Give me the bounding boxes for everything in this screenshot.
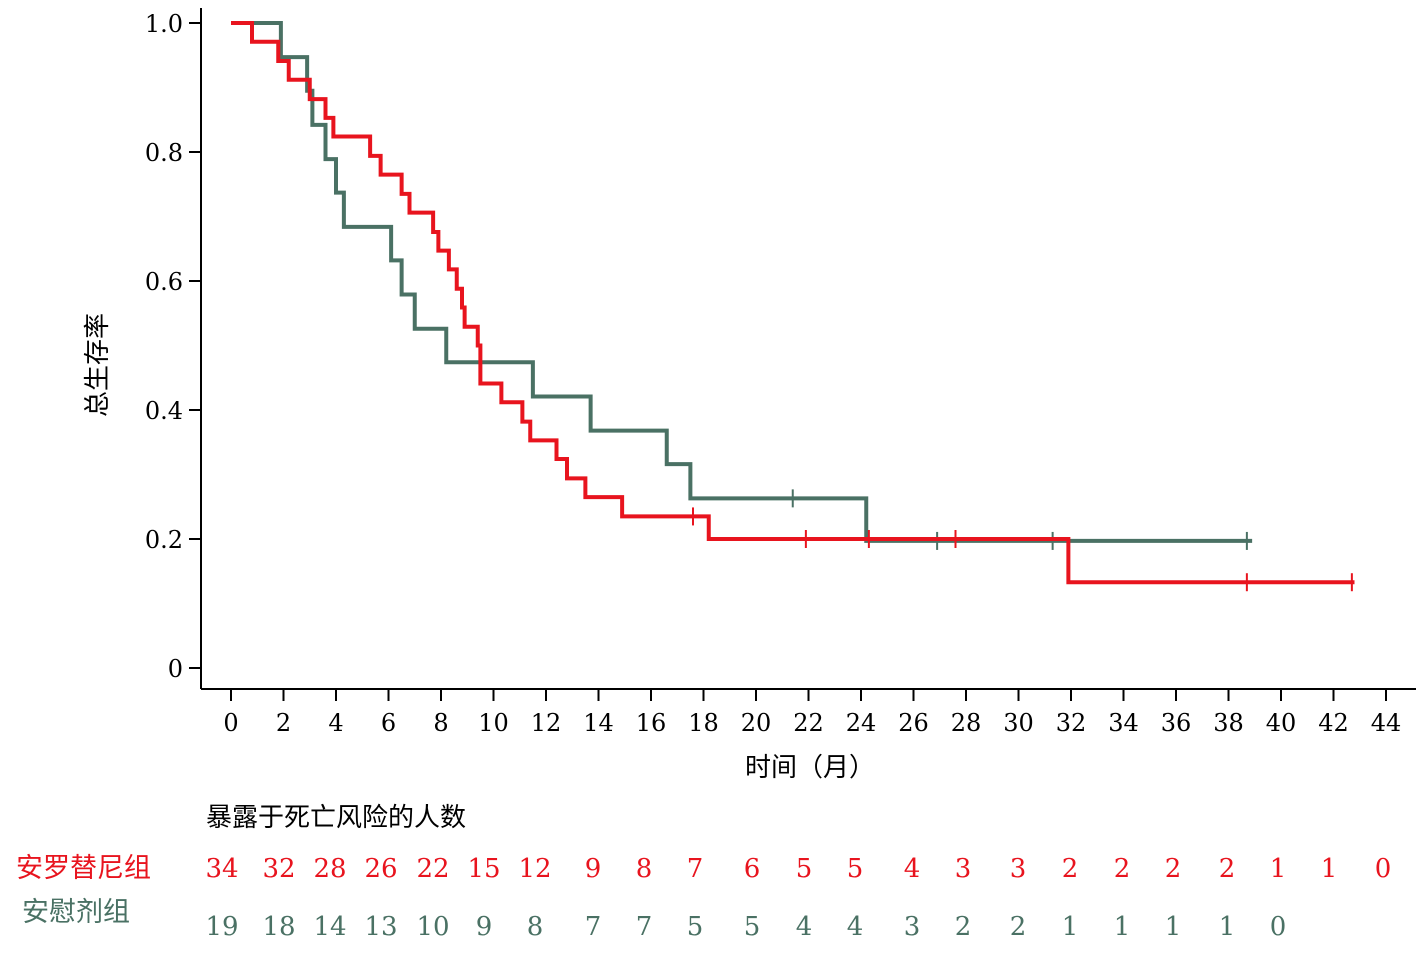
risk-count: 7 (585, 912, 602, 942)
x-tick-label: 44 (1371, 709, 1402, 737)
risk-count: 2 (1165, 854, 1182, 884)
risk-count: 5 (847, 854, 864, 884)
risk-table-title: 暴露于死亡风险的人数 (206, 803, 466, 833)
risk-count: 7 (636, 912, 653, 942)
y-tick-label: 1.0 (145, 10, 183, 38)
risk-count: 8 (527, 912, 544, 942)
x-tick-label: 12 (531, 709, 562, 737)
x-tick-label: 42 (1318, 709, 1349, 737)
x-tick-label: 6 (381, 709, 396, 737)
risk-count: 19 (205, 912, 238, 942)
y-axis-title: 总生存率 (83, 313, 113, 417)
risk-count: 9 (585, 854, 602, 884)
x-tick-label: 0 (223, 709, 238, 737)
risk-group-label: 安罗替尼组 (16, 853, 151, 884)
x-tick-label: 34 (1108, 709, 1139, 737)
x-tick-label: 38 (1213, 709, 1244, 737)
x-tick-label: 4 (328, 709, 343, 737)
risk-count: 0 (1270, 912, 1287, 942)
x-tick-label: 26 (898, 709, 929, 737)
risk-count: 26 (364, 854, 397, 884)
x-tick-label: 36 (1161, 709, 1192, 737)
risk-count: 10 (416, 912, 449, 942)
risk-count: 4 (796, 912, 813, 942)
x-axis-title: 时间（月） (745, 753, 875, 783)
x-tick-label: 24 (846, 709, 877, 737)
risk-count: 12 (518, 854, 551, 884)
risk-count: 3 (955, 854, 972, 884)
x-tick-label: 10 (478, 709, 509, 737)
plot-axes (200, 8, 1416, 690)
y-tick-label: 0.6 (145, 268, 183, 296)
risk-count: 28 (313, 854, 346, 884)
risk-count: 1 (1321, 854, 1338, 884)
risk-count: 2 (955, 912, 972, 942)
x-tick-label: 40 (1266, 709, 1297, 737)
x-tick-label: 8 (433, 709, 448, 737)
y-ticks: 0 0.2 0.4 0.6 0.8 1.0 (145, 10, 201, 683)
series-anlotinib (231, 21, 1355, 592)
risk-count: 0 (1375, 854, 1392, 884)
risk-count: 8 (636, 854, 653, 884)
risk-count: 2 (1010, 912, 1027, 942)
risk-count: 2 (1219, 854, 1236, 884)
risk-count: 6 (744, 854, 761, 884)
risk-row-placebo: 安慰剂组 19 18 14 13 10 9 8 7 7 5 5 4 4 3 2 2 1 1 1 1 0 (22, 897, 1286, 942)
risk-count: 5 (744, 912, 761, 942)
risk-count: 32 (262, 854, 295, 884)
risk-count: 4 (904, 854, 921, 884)
x-ticks: 0 2 4 6 8 10 12 14 16 18 20 22 24 26 28 30 32 34 36 38 40 42 4… (223, 689, 1401, 737)
risk-count: 5 (796, 854, 813, 884)
y-tick-label: 0.8 (145, 139, 183, 167)
x-tick-label: 14 (583, 709, 614, 737)
risk-count: 1 (1114, 912, 1131, 942)
risk-count: 34 (205, 854, 238, 884)
risk-count: 22 (416, 854, 449, 884)
risk-count: 5 (687, 912, 704, 942)
risk-count: 4 (847, 912, 864, 942)
x-tick-label: 28 (951, 709, 982, 737)
risk-count: 15 (467, 854, 500, 884)
y-tick-label: 0.4 (145, 397, 183, 425)
risk-count: 3 (1010, 854, 1027, 884)
x-tick-label: 18 (688, 709, 719, 737)
x-tick-label: 30 (1003, 709, 1034, 737)
risk-count: 3 (904, 912, 921, 942)
risk-count: 1 (1165, 912, 1182, 942)
risk-count: 13 (364, 912, 397, 942)
x-tick-label: 20 (741, 709, 772, 737)
risk-group-label: 安慰剂组 (22, 897, 130, 928)
x-tick-label: 32 (1056, 709, 1087, 737)
risk-count: 1 (1062, 912, 1079, 942)
risk-row-anlotinib: 安罗替尼组 34 32 28 26 22 15 12 9 8 7 6 5 5 4 3 3 2 2 2 2 1 1 0 (16, 853, 1391, 884)
survival-line (231, 21, 1355, 585)
risk-count: 9 (476, 912, 493, 942)
risk-count: 2 (1114, 854, 1131, 884)
y-tick-label: 0.2 (145, 526, 183, 554)
risk-count: 14 (313, 912, 346, 942)
x-tick-label: 22 (793, 709, 824, 737)
risk-count: 18 (262, 912, 295, 942)
survival-curves (231, 21, 1355, 592)
x-tick-label: 16 (636, 709, 667, 737)
risk-count: 1 (1219, 912, 1236, 942)
risk-count: 7 (687, 854, 704, 884)
risk-count: 1 (1270, 854, 1287, 884)
risk-count: 2 (1062, 854, 1079, 884)
y-tick-label: 0 (168, 655, 183, 683)
x-tick-label: 2 (276, 709, 291, 737)
series-placebo (231, 21, 1253, 550)
survival-line (231, 21, 1253, 543)
